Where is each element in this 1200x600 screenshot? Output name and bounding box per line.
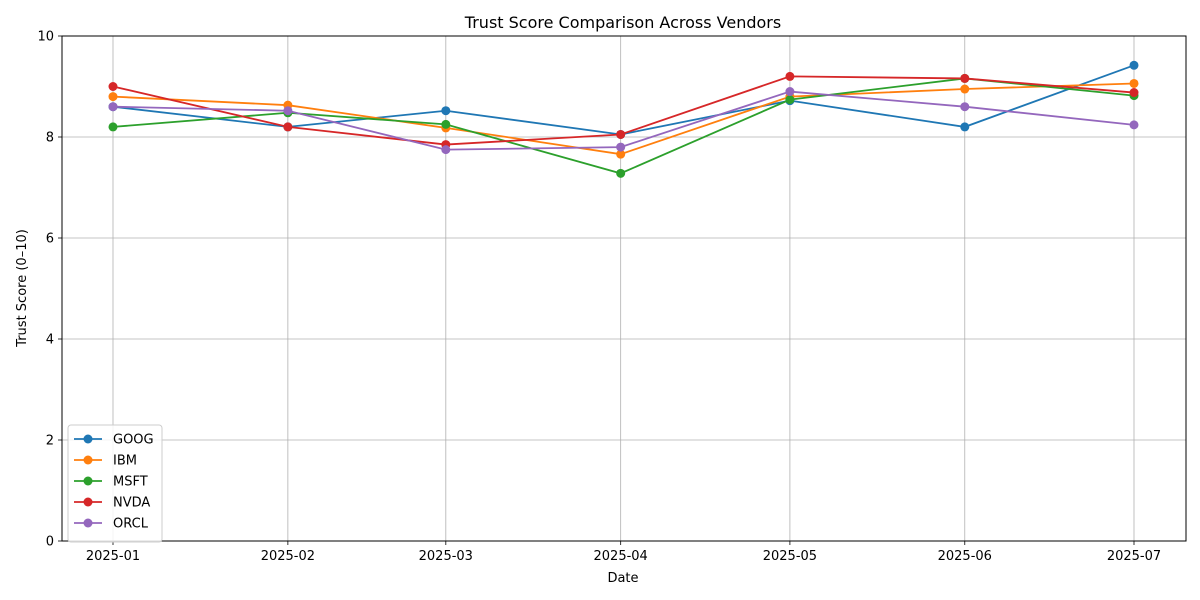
data-point-ibm — [108, 92, 118, 102]
series-goog — [108, 60, 1139, 139]
data-point-msft — [616, 168, 626, 178]
y-tick-label: 2 — [46, 434, 54, 449]
x-tick-label: 2025-01 — [86, 549, 140, 564]
legend-item-ibm: IBM — [74, 454, 137, 469]
legend-label: NVDA — [113, 496, 150, 511]
series-line-ibm — [112, 82, 1135, 156]
legend-label: ORCL — [113, 517, 149, 532]
x-axis-label: Date — [607, 571, 638, 586]
y-axis-label: Trust Score (0–10) — [15, 229, 30, 348]
data-point-ibm — [960, 84, 970, 94]
x-tick-label: 2025-05 — [763, 549, 817, 564]
data-point-orcl — [441, 145, 451, 155]
plot-area-frame — [61, 35, 1187, 542]
x-tick-label: 2025-04 — [594, 549, 648, 564]
y-axis: 0 2 4 6 8 10 — [37, 30, 62, 550]
data-point-msft — [108, 122, 118, 132]
data-point-nvda — [283, 122, 293, 132]
series-nvda — [108, 71, 1139, 150]
y-tick-label: 6 — [46, 232, 54, 247]
legend-swatch-marker — [83, 497, 93, 507]
data-point-orcl — [785, 87, 795, 97]
legend-swatch-marker — [83, 434, 93, 444]
data-point-ibm — [1129, 78, 1139, 88]
data-point-orcl — [283, 106, 293, 116]
data-point-nvda — [1129, 88, 1139, 98]
legend-label: GOOG — [113, 433, 154, 448]
x-tick-label: 2025-03 — [419, 549, 473, 564]
series-group — [108, 60, 1139, 178]
data-point-goog — [441, 106, 451, 116]
data-point-goog — [960, 122, 970, 132]
legend-item-nvda: NVDA — [74, 496, 150, 511]
x-axis: 2025-01 2025-02 2025-03 2025-04 2025-05 2025-… — [86, 541, 1161, 564]
series-line-goog — [112, 64, 1135, 136]
legend-frame — [67, 424, 163, 543]
y-tick-label: 4 — [46, 333, 54, 348]
data-point-nvda — [616, 129, 626, 139]
legend-swatch-marker — [83, 476, 93, 486]
x-tick-label: 2025-02 — [261, 549, 315, 564]
legend-item-goog: GOOG — [74, 433, 154, 448]
data-point-orcl — [108, 102, 118, 112]
legend: GOOG IBM MSFT NVDA ORCL — [67, 424, 163, 543]
legend-item-orcl: ORCL — [74, 517, 149, 532]
x-tick-label: 2025-07 — [1107, 549, 1161, 564]
data-point-msft — [441, 119, 451, 129]
y-tick-label: 8 — [46, 131, 54, 146]
legend-label: IBM — [113, 454, 137, 469]
x-tick-label: 2025-06 — [938, 549, 992, 564]
data-point-orcl — [960, 102, 970, 112]
chart-title: Trust Score Comparison Across Vendors — [464, 13, 781, 32]
data-point-orcl — [1129, 120, 1139, 130]
series-msft — [108, 73, 1139, 178]
legend-item-msft: MSFT — [74, 475, 148, 490]
data-point-nvda — [960, 73, 970, 83]
data-point-ibm — [616, 149, 626, 159]
data-point-orcl — [616, 142, 626, 152]
data-point-nvda — [785, 71, 795, 81]
legend-swatch-marker — [83, 455, 93, 465]
legend-swatch-marker — [83, 518, 93, 528]
data-point-msft — [785, 95, 795, 105]
series-line-msft — [112, 77, 1135, 175]
series-orcl — [108, 87, 1139, 155]
legend-label: MSFT — [113, 475, 148, 490]
data-point-nvda — [108, 82, 118, 91]
y-tick-label: 0 — [46, 535, 54, 550]
y-tick-label: 10 — [37, 30, 54, 45]
data-point-goog — [1129, 60, 1139, 70]
